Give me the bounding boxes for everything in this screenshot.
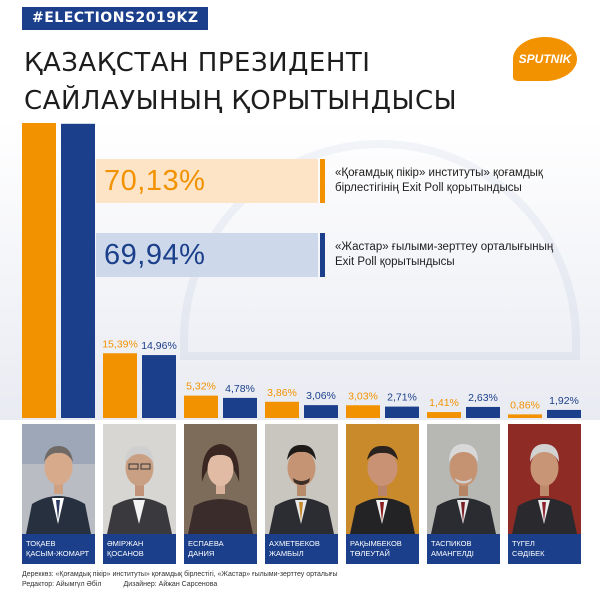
candidate-photo — [427, 424, 500, 534]
poll-value-box-1: 70,13% — [96, 159, 318, 203]
candidate-card: Еспаева Дания — [184, 424, 257, 564]
candidate-name: Еспаева Дания — [184, 534, 257, 564]
candidate-surname: Еспаева — [188, 539, 224, 548]
poll-description-2-line-1: «Жастар» ғылыми-зерттеу орталығының — [335, 241, 554, 253]
candidate-card: Таспиков Амангелді — [427, 424, 500, 564]
poll-description-2-line-2: Exit Poll қорытындысы — [335, 256, 455, 268]
candidate-photo — [103, 424, 176, 534]
bar-data-label: 14,96% — [141, 340, 177, 352]
bar-orange-4 — [265, 401, 299, 418]
title-line-1: ҚАЗАҚСТАН ПРЕЗИДЕНТІ — [24, 48, 371, 78]
bar-orange-1 — [22, 123, 56, 418]
bar-data-label: 3,86% — [267, 387, 297, 399]
bar-blue-5 — [385, 406, 419, 418]
footer-designer: Дизайнер: Айжан Сарсенова — [123, 581, 218, 588]
candidate-photo — [184, 424, 257, 534]
poll-description-1: «Қоғамдық пікір» институты» қоғамдық бірл… — [320, 159, 585, 203]
candidate-card: Әміржан Қосанов — [103, 424, 176, 564]
candidate-name: Ахметбеков Жамбыл — [265, 534, 338, 564]
candidate-given-name: Сәдібек — [512, 549, 545, 558]
bar-data-label: 0,86% — [510, 399, 540, 411]
candidate-card: Рақымбеков Төлеутай — [346, 424, 419, 564]
hashtag-badge: #ELECTIONS2019KZ — [22, 7, 209, 30]
bar-orange-7 — [508, 414, 542, 418]
candidate-photo — [22, 424, 95, 534]
poll-value-box-2: 69,94% — [96, 233, 318, 277]
poll-value-2: 69,94% — [104, 239, 206, 271]
bar-data-label: 5,32% — [186, 381, 216, 393]
bar-blue-7 — [547, 409, 581, 418]
candidate-name: Түгел Сәдібек — [508, 534, 581, 564]
poll-description-1-line-2: бірлестігінің Exit Poll қорытындысы — [335, 182, 522, 194]
candidate-given-name: Әміржан — [107, 539, 144, 548]
candidate-given-name: Төлеутай — [350, 549, 390, 558]
poll-description-1-line-1: «Қоғамдық пікір» институты» қоғамдық — [335, 167, 543, 179]
candidate-given-name: Қасым-Жомарт — [26, 549, 90, 558]
candidate-photo — [265, 424, 338, 534]
footer-sources: Дереккөз: «Қоғамдық пікір» институты» қо… — [22, 571, 338, 578]
bar-data-label: 1,92% — [549, 395, 579, 407]
title-line-2: САЙЛАУЫНЫҢ ҚОРЫТЫНДЫСЫ — [24, 86, 458, 116]
bar-blue-2 — [142, 355, 176, 418]
candidate-photo — [508, 424, 581, 534]
candidate-photo — [346, 424, 419, 534]
bar-orange-2 — [103, 353, 137, 418]
candidate-surname: Тоқаев — [26, 539, 56, 548]
bar-data-label: 3,06% — [306, 390, 336, 402]
bar-data-label: 2,71% — [387, 392, 417, 404]
bar-data-label: 1,41% — [429, 397, 459, 409]
candidate-name: Тоқаев Қасым-Жомарт — [22, 534, 95, 564]
candidate-given-name: Дания — [188, 549, 215, 558]
bar-orange-5 — [346, 405, 380, 418]
candidate-card: Тоқаев Қасым-Жомарт — [22, 424, 95, 564]
candidate-surname: Ахметбеков — [269, 539, 320, 548]
candidate-surname: Таспиков — [431, 539, 472, 548]
bar-blue-3 — [223, 397, 257, 418]
poll-value-1: 70,13% — [104, 165, 206, 197]
bar-chart: 15,39% 14,96% 5,32% 4,78% 3,86% 3,06% 3,03% 2,7… — [22, 123, 581, 419]
poll-description-2: «Жастар» ғылыми-зерттеу орталығының Exit … — [320, 233, 585, 277]
footer-editor: Редактор: Айымгүл Әбіл — [22, 581, 102, 588]
page-title: ҚАЗАҚСТАН ПРЕЗИДЕНТІ САЙЛАУЫНЫҢ ҚОРЫТЫНД… — [24, 44, 494, 120]
bar-data-label: 2,63% — [468, 392, 498, 404]
candidate-name: Рақымбеков Төлеутай — [346, 534, 419, 564]
bar-orange-3 — [184, 395, 218, 418]
candidate-card: Ахметбеков Жамбыл — [265, 424, 338, 564]
candidate-given-name: Жамбыл — [269, 549, 304, 558]
candidate-surname: Түгел — [512, 539, 535, 548]
bar-orange-6 — [427, 412, 461, 418]
footer: Дереккөз: «Қоғамдық пікір» институты» қо… — [22, 570, 338, 590]
candidate-surname: Рақымбеков — [350, 539, 402, 548]
candidate-card: Түгел Сәдібек — [508, 424, 581, 564]
bar-blue-6 — [466, 406, 500, 418]
candidate-given-name: Амангелді — [431, 549, 474, 558]
bar-data-label: 15,39% — [102, 338, 138, 350]
bar-data-label: 3,03% — [348, 390, 378, 402]
sputnik-logo: SPUTNIK — [513, 37, 577, 81]
candidate-name: Әміржан Қосанов — [103, 534, 176, 564]
bar-data-label: 4,78% — [225, 383, 255, 395]
candidate-name: Таспиков Амангелді — [427, 534, 500, 564]
bar-blue-4 — [304, 405, 338, 418]
bar-blue-1 — [61, 123, 95, 419]
candidate-surname: Қосанов — [107, 549, 144, 558]
